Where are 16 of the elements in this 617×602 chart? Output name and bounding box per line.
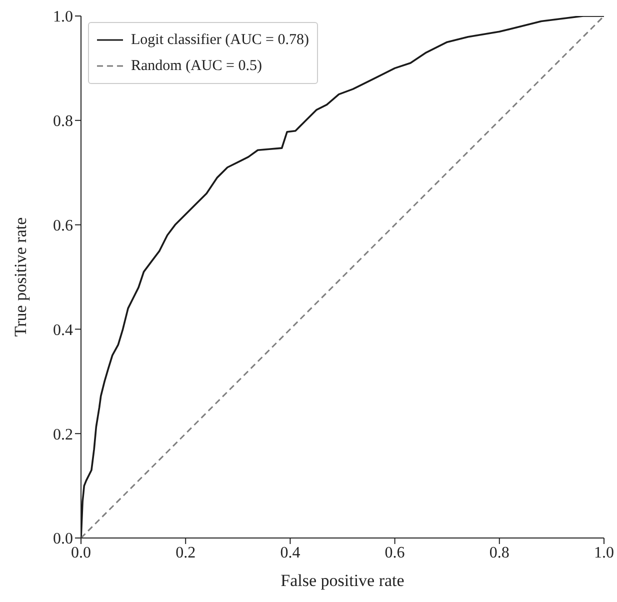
y-tick-label: 0.2 (53, 426, 73, 444)
legend-label: Random (AUC = 0.5) (131, 58, 262, 74)
x-tick-label: 1.0 (594, 544, 614, 562)
x-tick-label: 0.4 (280, 544, 300, 562)
y-tick-label: 0.6 (53, 217, 73, 234)
y-tick-label: 0.0 (53, 530, 73, 548)
x-tick-label: 0.2 (176, 544, 196, 562)
y-tick-label: 1.0 (53, 8, 73, 26)
y-axis-title: True positive rate (11, 217, 30, 337)
x-tick-label: 0.6 (384, 544, 405, 562)
y-tick-label: 0.4 (53, 322, 73, 339)
legend-label: Logit classifier (AUC = 0.78) (131, 32, 310, 48)
y-tick-label: 0.8 (53, 113, 73, 130)
x-tick-label: 0.8 (489, 544, 510, 562)
x-axis-title: False positive rate (280, 571, 404, 590)
x-tick-label: 0.0 (71, 544, 91, 562)
